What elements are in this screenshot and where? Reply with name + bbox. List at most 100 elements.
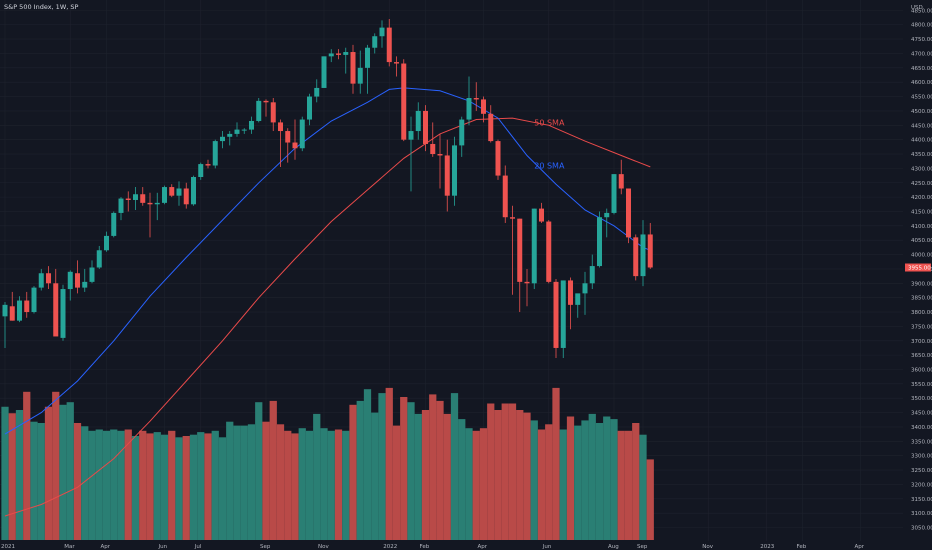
candle[interactable]	[162, 185, 167, 205]
candle[interactable]	[307, 93, 312, 126]
candle[interactable]	[495, 139, 501, 180]
candle[interactable]	[626, 188, 631, 244]
candle[interactable]	[546, 220, 552, 284]
candle[interactable]	[415, 102, 421, 140]
candle[interactable]	[350, 44, 356, 94]
candle[interactable]	[9, 291, 15, 321]
candle[interactable]	[191, 175, 196, 206]
candle[interactable]	[473, 82, 479, 111]
candle[interactable]	[314, 79, 320, 103]
candle[interactable]	[386, 18, 392, 67]
time-axis[interactable]: 2021 Mar Apr Jun Jul Sep Nov 2022 Feb Apr Jun Aug Se…	[1, 544, 865, 550]
candle[interactable]	[24, 291, 30, 318]
candle[interactable]	[343, 47, 349, 74]
candle[interactable]	[75, 260, 80, 294]
candle[interactable]	[531, 208, 537, 290]
candle[interactable]	[568, 277, 573, 330]
candle[interactable]	[96, 245, 102, 269]
candle[interactable]	[198, 162, 204, 180]
candle[interactable]	[553, 278, 559, 359]
candle[interactable]	[212, 139, 218, 169]
candle[interactable]	[17, 296, 22, 323]
candle[interactable]	[183, 182, 189, 209]
candle[interactable]	[256, 97, 262, 123]
candle[interactable]	[459, 116, 465, 157]
candle[interactable]	[241, 128, 247, 134]
candle[interactable]	[633, 234, 639, 281]
candle[interactable]	[582, 271, 588, 315]
candle[interactable]	[328, 49, 334, 63]
candle[interactable]	[31, 286, 37, 314]
volume-bar	[320, 428, 328, 540]
candle[interactable]	[423, 105, 428, 152]
candle[interactable]	[285, 128, 291, 163]
candle[interactable]	[249, 116, 254, 134]
candle[interactable]	[67, 270, 73, 301]
candle[interactable]	[227, 131, 233, 146]
candle[interactable]	[365, 44, 370, 94]
candle[interactable]	[38, 268, 44, 291]
candle[interactable]	[560, 280, 566, 359]
candle[interactable]	[597, 211, 602, 268]
candle[interactable]	[220, 131, 225, 149]
candle[interactable]	[133, 187, 138, 211]
candle[interactable]	[481, 96, 486, 123]
candle[interactable]	[169, 184, 175, 198]
candle[interactable]	[604, 208, 610, 238]
candle[interactable]	[104, 231, 109, 252]
candle[interactable]	[372, 33, 378, 54]
candle[interactable]	[394, 56, 399, 77]
candle[interactable]	[589, 254, 595, 290]
candle-layer[interactable]	[2, 18, 653, 359]
candle[interactable]	[336, 49, 341, 60]
price-tick-label: 4800.00	[911, 23, 932, 29]
candle-body	[401, 63, 407, 140]
candle[interactable]	[125, 191, 131, 212]
candle[interactable]	[379, 20, 385, 48]
candle[interactable]	[357, 50, 363, 94]
candle[interactable]	[292, 119, 298, 160]
candle[interactable]	[111, 211, 117, 238]
candle[interactable]	[147, 192, 153, 238]
candle[interactable]	[401, 59, 407, 142]
candle[interactable]	[176, 181, 182, 206]
candle[interactable]	[46, 266, 51, 290]
candle[interactable]	[452, 136, 457, 206]
candle-body	[343, 52, 349, 55]
candle[interactable]	[89, 260, 95, 284]
candle[interactable]	[278, 119, 283, 167]
candle[interactable]	[502, 165, 508, 223]
candle[interactable]	[575, 293, 581, 318]
candle[interactable]	[234, 122, 240, 137]
candle[interactable]	[270, 97, 276, 132]
candle[interactable]	[444, 139, 450, 212]
candle[interactable]	[205, 159, 211, 169]
candle[interactable]	[2, 301, 8, 348]
candle[interactable]	[611, 174, 617, 215]
candle[interactable]	[618, 159, 624, 195]
candle[interactable]	[510, 205, 515, 295]
candle[interactable]	[60, 284, 66, 341]
candle-body	[169, 187, 175, 196]
candle[interactable]	[517, 218, 523, 313]
candle[interactable]	[466, 76, 472, 126]
candle[interactable]	[408, 116, 414, 192]
candle[interactable]	[524, 268, 530, 307]
candle[interactable]	[647, 222, 653, 269]
candle[interactable]	[82, 268, 88, 292]
candle[interactable]	[539, 202, 544, 223]
candle[interactable]	[263, 99, 269, 117]
candle[interactable]	[140, 187, 146, 206]
candle[interactable]	[299, 116, 305, 152]
candle[interactable]	[321, 56, 327, 88]
candle[interactable]	[118, 197, 124, 221]
candle[interactable]	[488, 105, 494, 143]
candle[interactable]	[430, 122, 436, 157]
price-axis[interactable]: 3050.00 3100.00 3150.00 3200.00 3250.00 3300.…	[911, 8, 932, 531]
candle[interactable]	[154, 192, 160, 221]
candle[interactable]	[640, 220, 646, 287]
candle[interactable]	[437, 133, 443, 189]
candle-body	[568, 280, 573, 305]
candle[interactable]	[53, 268, 59, 337]
